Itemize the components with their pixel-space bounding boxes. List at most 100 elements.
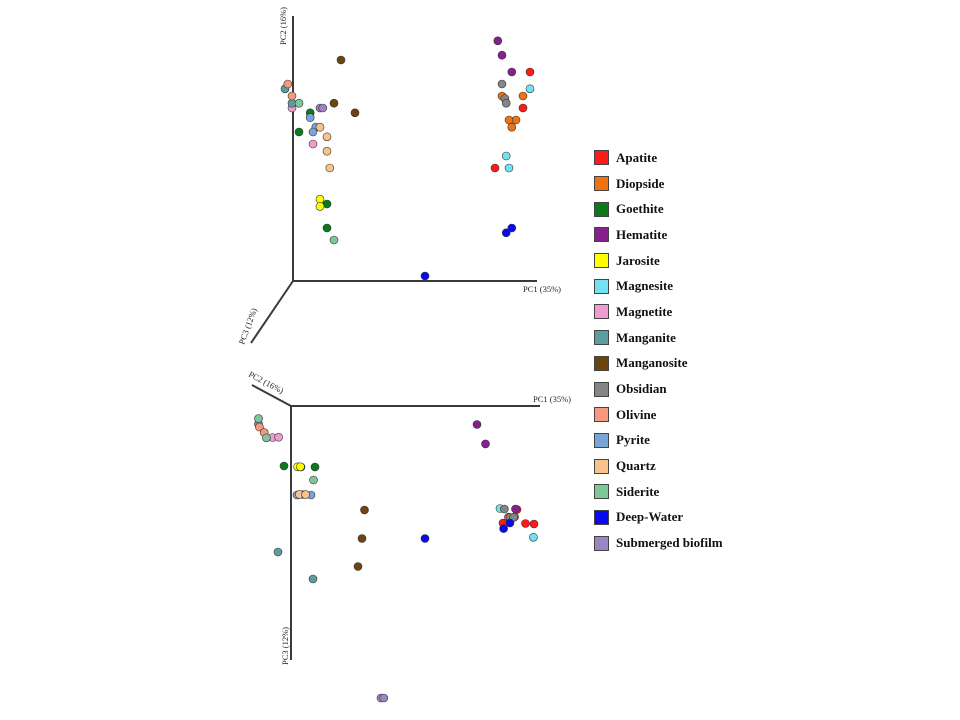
legend-swatch (594, 407, 609, 423)
legend-swatch (594, 484, 609, 500)
legend-swatch (594, 176, 609, 192)
legend-item-olivine: Olivine (594, 402, 723, 428)
legend-swatch (594, 432, 609, 448)
point-hematite (497, 50, 507, 60)
point-olivine (283, 79, 293, 89)
point-deep-water (501, 228, 511, 238)
point-jarosite (315, 202, 325, 211)
legend-item-submerged-biofilm: Submerged biofilm (594, 530, 723, 556)
point-hematite (507, 67, 517, 77)
legend-item-deep-water: Deep-Water (594, 505, 723, 531)
point-obsidian (497, 79, 507, 89)
legend-label: Goethite (616, 201, 664, 217)
legend-swatch (594, 304, 609, 320)
point-goethite (322, 223, 332, 233)
pca-plot-top: PC2 (16%) PC1 (35%) PC3 (12%) (236, 7, 561, 346)
point-goethite (310, 462, 320, 472)
point-quartz (322, 146, 332, 156)
point-deep-water (505, 518, 515, 528)
point-goethite (279, 461, 289, 471)
legend-item-magnetite: Magnetite (594, 299, 723, 325)
point-magnetite (308, 139, 318, 149)
legend-label: Olivine (616, 406, 657, 422)
legend-swatch (594, 458, 609, 474)
legend-swatch (594, 355, 609, 371)
legend-label: Apatite (616, 149, 658, 165)
legend-label: Manganosite (616, 355, 688, 371)
legend-item-apatite: Apatite (594, 145, 723, 171)
legend-swatch (594, 535, 609, 551)
legend-swatch (594, 278, 609, 294)
legend-item-manganosite: Manganosite (594, 351, 723, 377)
point-manganosite (353, 562, 363, 571)
legend-swatch (594, 150, 609, 166)
legend-label: Manganite (616, 329, 676, 345)
point-siderite (262, 433, 271, 443)
point-siderite (294, 98, 304, 108)
point-magnesite (529, 532, 538, 542)
point-hematite (472, 420, 482, 429)
point-pyrite (308, 127, 318, 137)
point-jarosite (315, 194, 325, 204)
legend-label: Quartz (616, 458, 656, 474)
point-olivine (287, 91, 297, 101)
point-hematite (511, 504, 520, 514)
legend-label: Magnetite (616, 303, 673, 319)
legend-label: Deep-Water (616, 509, 684, 525)
point-apatite (490, 163, 500, 173)
point-manganite (308, 574, 318, 584)
legend-item-goethite: Goethite (594, 196, 723, 222)
point-siderite (329, 235, 339, 245)
legend-label: Submerged biofilm (616, 535, 723, 551)
point-manganosite (357, 534, 367, 543)
legend-item-hematite: Hematite (594, 222, 723, 248)
point-deep-water (420, 271, 430, 281)
legend-label: Obsidian (616, 381, 667, 397)
point-hematite (493, 36, 503, 46)
point-obsidian (499, 504, 509, 514)
pc1-label-top: PC1 (35%) (523, 284, 561, 294)
legend-swatch (594, 509, 609, 525)
point-submerged-biofilm (379, 693, 389, 703)
point-olivine (255, 422, 264, 432)
point-manganosite (329, 98, 339, 108)
point-magnesite (504, 163, 514, 173)
point-deep-water (507, 223, 517, 233)
legend-item-manganite: Manganite (594, 325, 723, 351)
legend-swatch (594, 227, 609, 243)
point-manganite (273, 547, 283, 557)
point-goethite (294, 127, 304, 137)
pc2-axis-bottom (251, 384, 292, 407)
pc3-axis-top (250, 280, 294, 344)
legend-swatch (594, 381, 609, 397)
legend-label: Hematite (616, 226, 668, 242)
point-quartz (301, 490, 310, 499)
legend-label: Siderite (616, 483, 660, 499)
point-quartz (325, 163, 335, 173)
legend-item-quartz: Quartz (594, 453, 723, 479)
legend-item-jarosite: Jarosite (594, 248, 723, 274)
point-diopside (518, 91, 528, 101)
point-hematite (481, 439, 490, 449)
point-manganosite (350, 108, 360, 118)
legend-item-magnesite: Magnesite (594, 273, 723, 299)
point-diopside (504, 115, 514, 125)
point-magnetite (274, 432, 283, 442)
point-magnesite (525, 84, 535, 94)
point-apatite (518, 103, 528, 113)
point-deep-water (420, 534, 430, 543)
legend-swatch (594, 201, 609, 217)
point-siderite (309, 475, 318, 485)
points-bottom (254, 414, 539, 703)
point-submerged-biofilm (318, 103, 328, 113)
legend-item-siderite: Siderite (594, 479, 723, 505)
point-quartz (315, 122, 325, 132)
point-diopside (507, 122, 517, 132)
legend-item-pyrite: Pyrite (594, 428, 723, 454)
point-apatite (529, 519, 539, 529)
pc1-label-bottom: PC1 (35%) (533, 394, 571, 404)
legend-label: Diopside (616, 175, 665, 191)
point-manganosite (336, 55, 346, 65)
pca-plot-bottom: PC2 (16%) PC1 (35%) PC3 (12%) (247, 369, 571, 703)
